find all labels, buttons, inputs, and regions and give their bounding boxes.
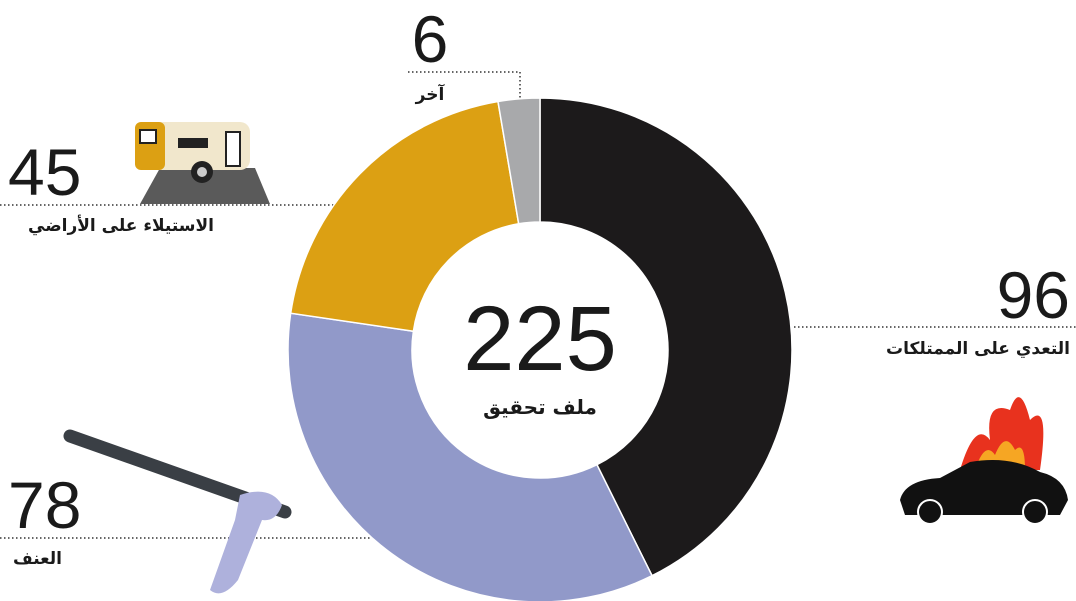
- value-label: 6: [412, 2, 449, 76]
- category-label: الاستيلاء على الأراضي: [28, 215, 214, 236]
- bat-icon: [70, 436, 285, 593]
- chart: 96 التعدي على الممتلكات 78 العنف 45 الاس…: [0, 0, 1076, 601]
- value-label: 78: [8, 468, 81, 542]
- category-label: آخر: [415, 83, 446, 105]
- car-icon: [900, 397, 1068, 524]
- trailer-icon: [135, 122, 270, 204]
- value-label: 45: [8, 135, 81, 209]
- center-value: 225: [463, 288, 617, 390]
- category-label: التعدي على الممتلكات: [886, 339, 1070, 359]
- value-label: 96: [997, 258, 1070, 332]
- category-label: العنف: [13, 549, 62, 569]
- center-label: ملف تحقيق: [483, 395, 597, 419]
